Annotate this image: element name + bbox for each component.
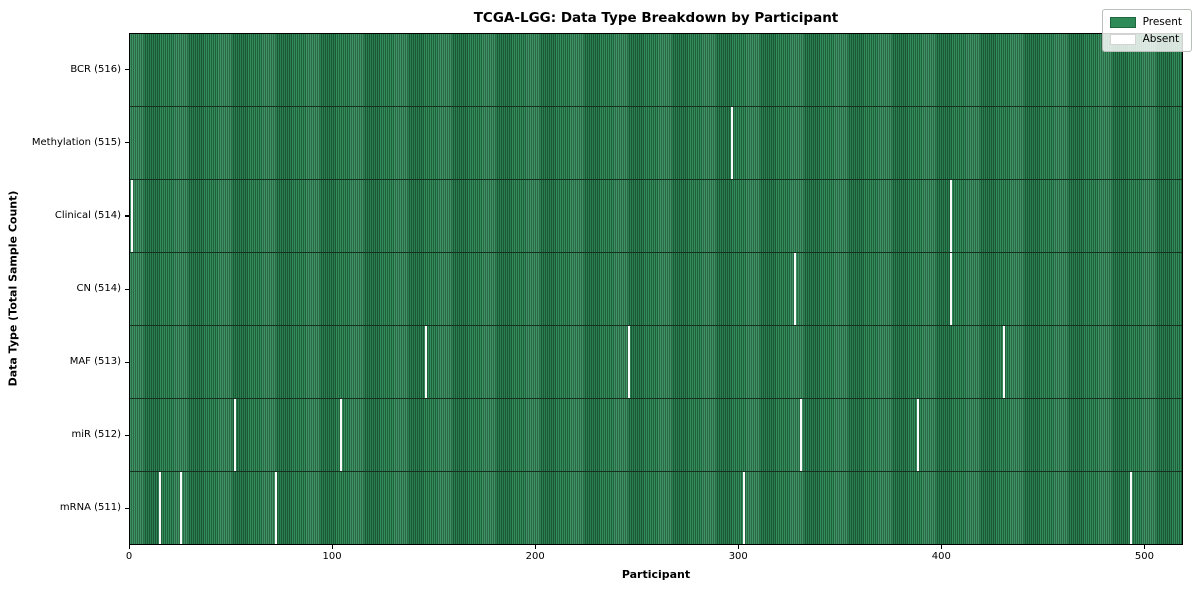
legend-label-absent: Absent	[1142, 33, 1180, 45]
y-tick-label: CN (514)	[76, 283, 121, 294]
absent-marker	[424, 326, 427, 398]
x-tick-label: 200	[525, 551, 545, 562]
legend-swatch-present-icon	[1109, 16, 1136, 28]
absent-marker	[274, 472, 277, 544]
absent-marker	[234, 399, 237, 471]
heatmap-row-bcr	[130, 34, 1182, 106]
x-tick-mark	[331, 545, 333, 549]
absent-marker	[743, 472, 746, 544]
absent-marker	[159, 472, 162, 544]
absent-marker	[917, 399, 920, 471]
x-tick-label: 400	[931, 551, 951, 562]
absent-marker	[949, 253, 952, 325]
absent-marker	[179, 472, 182, 544]
absent-marker	[627, 326, 630, 398]
heatmap-row-maf	[130, 325, 1182, 398]
heatmap-row-methylation	[130, 106, 1182, 179]
chart-title: TCGA-LGG: Data Type Breakdown by Partici…	[473, 10, 839, 26]
heatmap-row-clinical	[130, 179, 1182, 252]
y-tick-label: miR (512)	[71, 429, 121, 441]
absent-marker	[799, 399, 802, 471]
legend-item-present: Present	[1109, 16, 1182, 28]
y-tick-mark	[125, 142, 129, 144]
absent-marker	[339, 399, 342, 471]
legend-label-present: Present	[1142, 16, 1182, 28]
x-tick-mark	[534, 545, 536, 549]
y-tick-label: MAF (513)	[69, 356, 121, 368]
heatmap-row-cn	[130, 252, 1182, 325]
absent-marker	[131, 180, 134, 252]
x-tick-mark	[1143, 545, 1146, 549]
y-tick-label: BCR (516)	[70, 63, 121, 75]
heatmap-row-mir	[130, 398, 1182, 471]
absent-marker	[949, 180, 952, 252]
y-tick-mark	[125, 507, 129, 510]
absent-marker	[731, 107, 733, 179]
y-tick-mark	[125, 288, 129, 290]
x-tick-mark	[737, 545, 739, 549]
legend-item-absent: Absent	[1109, 33, 1182, 45]
y-tick-mark	[125, 434, 129, 436]
x-tick-label: 100	[322, 551, 342, 562]
y-tick-label: Clinical (514)	[54, 209, 121, 221]
y-tick-label: mRNA (511)	[59, 502, 121, 514]
legend-swatch-absent-icon	[1109, 33, 1136, 45]
plot-area	[129, 33, 1183, 545]
y-tick-label: Methylation (515)	[31, 136, 121, 148]
x-axis-label: Participant	[621, 568, 691, 581]
x-tick-mark	[940, 545, 943, 549]
x-tick-label: 0	[125, 551, 133, 562]
heatmap-row-mrna	[130, 471, 1182, 544]
y-tick-mark	[125, 69, 129, 71]
absent-marker	[1130, 472, 1133, 544]
x-tick-label: 300	[728, 551, 748, 562]
absent-marker	[793, 253, 796, 325]
x-tick-mark	[128, 545, 130, 549]
legend: Present Absent	[1101, 9, 1192, 52]
absent-marker	[1002, 326, 1005, 398]
y-tick-mark	[125, 361, 129, 363]
y-tick-mark	[125, 215, 129, 217]
x-tick-label: 500	[1134, 551, 1154, 562]
